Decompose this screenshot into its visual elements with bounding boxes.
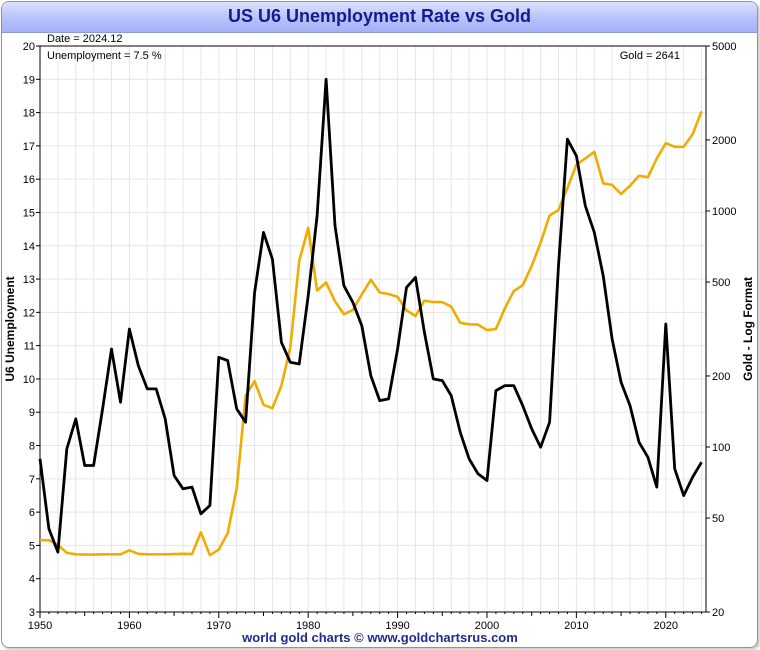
y-tick-label: 13 [23, 274, 35, 286]
y-tick-label: 17 [23, 141, 35, 153]
y-tick-label: 4 [29, 574, 35, 586]
y2-tick-label: 20 [712, 607, 724, 619]
y-tick-label: 11 [24, 341, 35, 353]
series-lines [38, 77, 703, 557]
y2-tick-label: 50 [712, 513, 724, 525]
y-tick-label: 5 [29, 540, 35, 552]
y-tick-label: 7 [29, 474, 35, 486]
right-axis-ticks: 20 50 100 200 500 1000 2000 5000 [706, 41, 736, 619]
left-axis-ticks: 3 4 5 6 7 8 9 10 11 12 13 14 15 16 17 18 19 20 [23, 41, 40, 619]
y2-tick-label: 100 [712, 442, 730, 454]
x-tick-label: 1980 [296, 620, 320, 632]
y-tick-label: 6 [29, 507, 35, 519]
x-tick-label: 1960 [117, 620, 141, 632]
y2-tick-label: 2000 [712, 135, 736, 147]
x-tick-label: 1970 [207, 620, 231, 632]
x-tick-label: 2000 [475, 620, 499, 632]
y-tick-label: 19 [23, 74, 35, 86]
y2-tick-label: 500 [712, 277, 730, 289]
y2-tick-label: 5000 [712, 41, 736, 53]
x-tick-label: 1950 [28, 620, 52, 632]
y-tick-label: 16 [23, 174, 35, 186]
title-bar: US U6 Unemployment Rate vs Gold [2, 2, 757, 33]
unemployment-annotation: Unemployment = 7.5 % [47, 50, 162, 62]
x-axis-ticks: 1950 1960 1970 1980 1990 2000 2010 2020 [28, 612, 703, 632]
y2-tick-label: 1000 [712, 206, 736, 218]
x-tick-label: 2010 [564, 620, 588, 632]
chart-title: US U6 Unemployment Rate vs Gold [227, 6, 532, 26]
y-tick-label: 10 [23, 374, 35, 386]
grid-lines [40, 45, 706, 613]
y-tick-label: 18 [23, 108, 35, 120]
x-tick-label: 2020 [654, 620, 678, 632]
y-tick-label: 15 [23, 207, 35, 219]
y-tick-label: 8 [29, 441, 35, 453]
date-annotation: Date = 2024.12 [47, 33, 123, 45]
gold-annotation: Gold = 2641 [620, 50, 680, 62]
y2-axis-label: Gold - Log Format [741, 277, 755, 381]
y-tick-label: 20 [23, 41, 35, 53]
y-tick-label: 12 [23, 307, 35, 319]
y-tick-label: 3 [29, 607, 35, 619]
footer-credit: world gold charts © www.goldchartsrus.co… [242, 630, 518, 645]
y-axis-label: U6 Unemployment [3, 276, 17, 381]
gold-price-line [40, 110, 703, 557]
plot-area-border [39, 45, 707, 613]
y2-tick-label: 200 [712, 371, 730, 383]
x-tick-label: 1990 [385, 620, 409, 632]
y-tick-label: 14 [23, 241, 35, 253]
y-tick-label: 9 [29, 407, 35, 419]
u6-unemployment-line [38, 77, 703, 554]
